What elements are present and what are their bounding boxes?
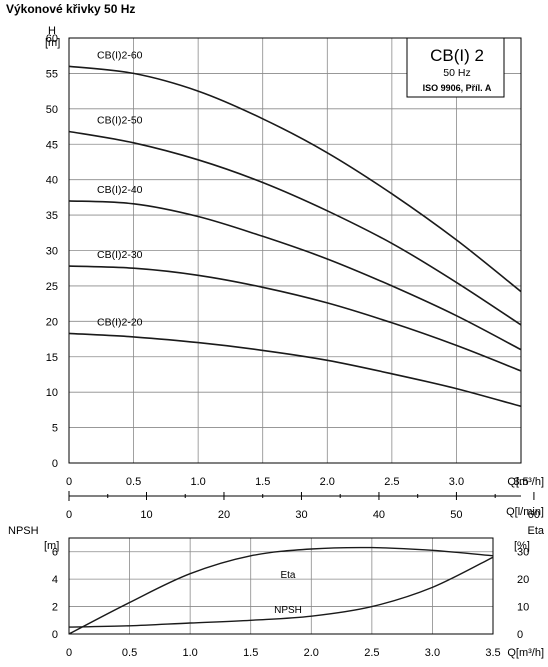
head-x-tick-label: 3.5 xyxy=(513,476,528,488)
npsh-x-tick-label: 3.0 xyxy=(425,647,440,659)
head-x-axis-label: Q[m³/h] xyxy=(507,476,544,488)
npsh-curve-label: NPSH xyxy=(274,605,302,616)
eta-y-tick-label: 30 xyxy=(517,547,529,559)
eta-curve-label: Eta xyxy=(280,570,295,581)
head-y-axis-title: H xyxy=(48,25,56,37)
head-y-tick-label: 50 xyxy=(46,104,58,116)
lmin-tick-label: 20 xyxy=(218,509,230,521)
npsh-axis-title: NPSH xyxy=(8,525,39,537)
npsh-x-tick-label: 0 xyxy=(66,647,72,659)
eta-axis-title: Eta xyxy=(527,525,544,537)
head-y-tick-label: 60 xyxy=(46,33,58,45)
eta-curve xyxy=(68,546,494,635)
series-label: CB(I)2-40 xyxy=(97,184,143,196)
eta-y-tick-label: 10 xyxy=(517,602,529,614)
page-title: Výkonové křivky 50 Hz xyxy=(6,2,136,16)
series-label: CB(I)2-30 xyxy=(97,249,143,261)
head-x-tick-label: 0.5 xyxy=(126,476,141,488)
eta-axis-unit: [%] xyxy=(514,540,530,552)
head-x-tick-label: 1.0 xyxy=(190,476,205,488)
head-y-tick-label: 0 xyxy=(52,458,58,470)
info-box-standard: ISO 9906, Příl. A xyxy=(423,83,492,93)
npsh-y-tick-label: 6 xyxy=(52,547,58,559)
head-y-tick-label: 40 xyxy=(46,175,58,187)
head-curve-5 xyxy=(68,332,522,408)
lmin-tick-label: 30 xyxy=(295,509,307,521)
series-label: CB(I)2-60 xyxy=(97,49,143,61)
head-curve-1 xyxy=(68,65,522,293)
lmin-axis-label: Q[l/min] xyxy=(506,506,544,518)
npsh-y-tick-label: 2 xyxy=(52,602,58,614)
npsh-x-tick-label: 1.0 xyxy=(182,647,197,659)
head-curve-2 xyxy=(68,130,522,326)
head-x-tick-label: 1.5 xyxy=(255,476,270,488)
series-label: CB(I)2-50 xyxy=(97,115,143,127)
npsh-curve xyxy=(68,556,494,628)
series-label: CB(I)2-20 xyxy=(97,316,143,328)
npsh-plot-frame xyxy=(68,537,494,635)
head-y-tick-label: 5 xyxy=(52,423,58,435)
head-curve-3 xyxy=(68,200,522,351)
head-y-tick-label: 25 xyxy=(46,281,58,293)
head-y-tick-label: 45 xyxy=(46,139,58,151)
head-y-axis-unit: [m] xyxy=(45,37,60,49)
head-curve-4 xyxy=(68,265,522,372)
head-x-tick-label: 2.5 xyxy=(384,476,399,488)
lmin-tick-label: 0 xyxy=(66,509,72,521)
npsh-y-tick-label: 4 xyxy=(52,574,58,586)
lmin-tick-label: 40 xyxy=(373,509,385,521)
npsh-x-tick-label: 2.0 xyxy=(304,647,319,659)
info-box-model: CB(I) 2 xyxy=(430,46,484,65)
head-x-tick-label: 2.0 xyxy=(320,476,335,488)
head-y-tick-label: 55 xyxy=(46,68,58,80)
npsh-y-tick-label: 0 xyxy=(52,629,58,641)
npsh-x-tick-label: 1.5 xyxy=(243,647,258,659)
info-box-frequency: 50 Hz xyxy=(443,67,470,79)
head-y-tick-label: 30 xyxy=(46,246,58,258)
npsh-x-tick-label: 3.5 xyxy=(485,647,500,659)
npsh-x-tick-label: 2.5 xyxy=(364,647,379,659)
head-y-tick-label: 15 xyxy=(46,352,58,364)
eta-y-tick-label: 20 xyxy=(517,574,529,586)
npsh-x-axis-label: Q[m³/h] xyxy=(507,647,544,659)
npsh-x-tick-label: 0.5 xyxy=(122,647,137,659)
info-box xyxy=(406,37,505,98)
head-y-tick-label: 20 xyxy=(46,316,58,328)
lmin-tick-label: 10 xyxy=(140,509,152,521)
lmin-tick-label: 60 xyxy=(528,509,540,521)
head-x-tick-label: 0 xyxy=(66,476,72,488)
head-plot-frame xyxy=(68,37,522,464)
eta-y-tick-label: 0 xyxy=(517,629,523,641)
head-y-tick-label: 10 xyxy=(46,387,58,399)
npsh-axis-unit: [m] xyxy=(44,540,59,552)
head-y-tick-label: 35 xyxy=(46,210,58,222)
lmin-tick-label: 50 xyxy=(450,509,462,521)
head-x-tick-label: 3.0 xyxy=(449,476,464,488)
